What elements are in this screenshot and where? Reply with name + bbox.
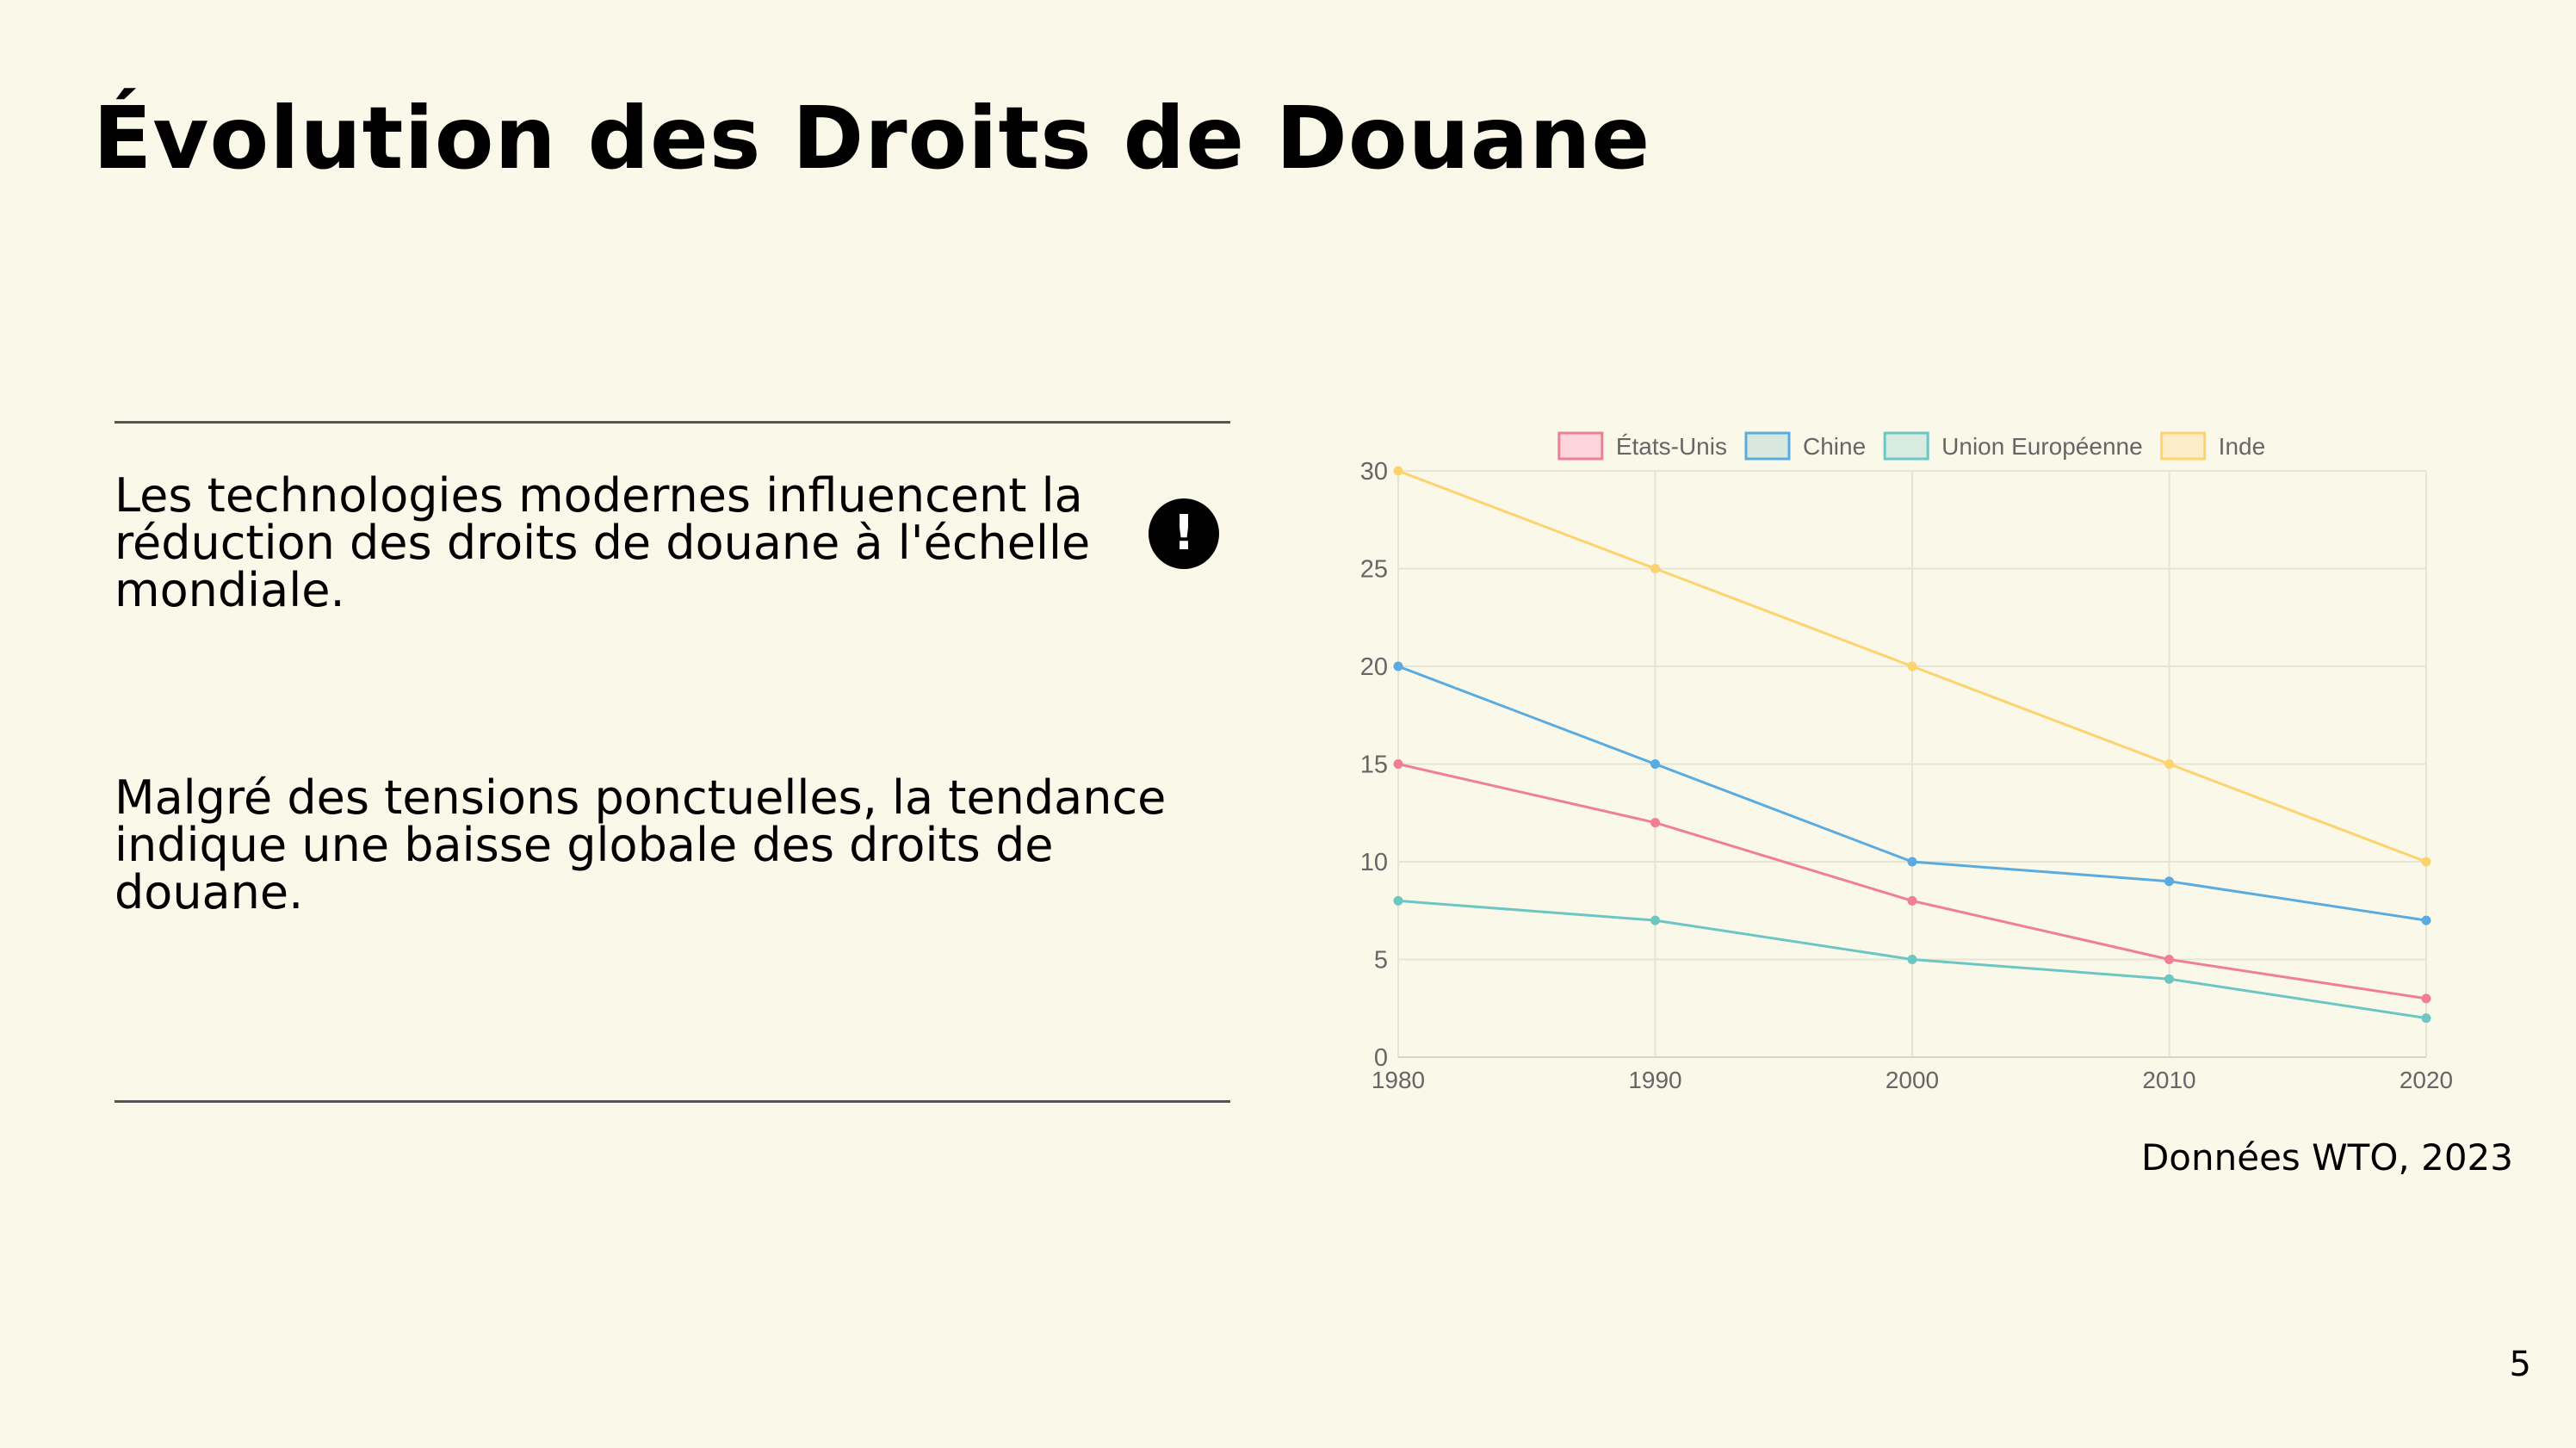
- y-tick-label: 10: [1360, 849, 1388, 876]
- paragraph-technologies: Les technologies modernes influencent la…: [115, 468, 1091, 617]
- data-point: [1650, 915, 1660, 925]
- y-tick-label: 30: [1360, 458, 1388, 486]
- data-point: [2421, 993, 2431, 1004]
- tariff-line-chart: 0 5 10 15 20 25 30 1980 1990 2000 2010 2020 États-Un…: [1360, 431, 2453, 1093]
- data-point: [1393, 759, 1403, 769]
- data-point: [2164, 974, 2174, 984]
- data-point: [1907, 857, 1917, 867]
- y-tick-label: 15: [1360, 752, 1388, 779]
- data-point: [1650, 564, 1660, 573]
- data-point: [1907, 895, 1917, 906]
- data-point: [2164, 876, 2174, 887]
- top-divider: [115, 421, 1230, 424]
- data-point: [2164, 759, 2174, 769]
- x-tick-label: 1990: [1628, 1067, 1681, 1093]
- page-number: 5: [2509, 1345, 2531, 1384]
- slide-title: Évolution des Droits de Douane: [93, 88, 1651, 189]
- y-tick-label: 20: [1360, 653, 1388, 681]
- x-tick-label: 2010: [2142, 1067, 2195, 1093]
- data-point: [1393, 466, 1403, 476]
- data-point: [2421, 915, 2431, 925]
- y-tick-label: 25: [1360, 556, 1388, 584]
- y-tick-label: 0: [1374, 1044, 1388, 1072]
- y-tick-label: 5: [1374, 947, 1388, 975]
- bottom-divider: [115, 1100, 1230, 1103]
- data-point: [1393, 661, 1403, 671]
- data-point: [2164, 955, 2174, 964]
- x-tick-label: 2020: [2400, 1067, 2453, 1093]
- legend-label: États-Unis: [1616, 433, 1727, 460]
- legend-label: Chine: [1803, 433, 1866, 460]
- x-tick-label: 2000: [1886, 1067, 1939, 1093]
- x-tick-label: 1980: [1372, 1067, 1425, 1093]
- legend-label: Union Européenne: [1941, 433, 2143, 460]
- legend-swatch: [1883, 431, 1929, 461]
- alert-icon: !: [1149, 498, 1219, 569]
- data-point: [1393, 895, 1403, 906]
- data-point: [1907, 661, 1917, 671]
- paragraph-tendance: Malgré des tensions ponctuelles, la tend…: [115, 770, 1167, 919]
- data-point: [2421, 1013, 2431, 1024]
- data-point: [1650, 818, 1660, 828]
- legend-swatch: [1744, 431, 1791, 461]
- legend-swatch: [1557, 431, 1604, 461]
- legend-swatch: [2160, 431, 2207, 461]
- legend-label: Inde: [2219, 433, 2266, 460]
- data-point: [1650, 759, 1660, 769]
- data-point: [2421, 857, 2431, 867]
- data-source: Données WTO, 2023: [2140, 1136, 2513, 1179]
- data-point: [1907, 955, 1917, 964]
